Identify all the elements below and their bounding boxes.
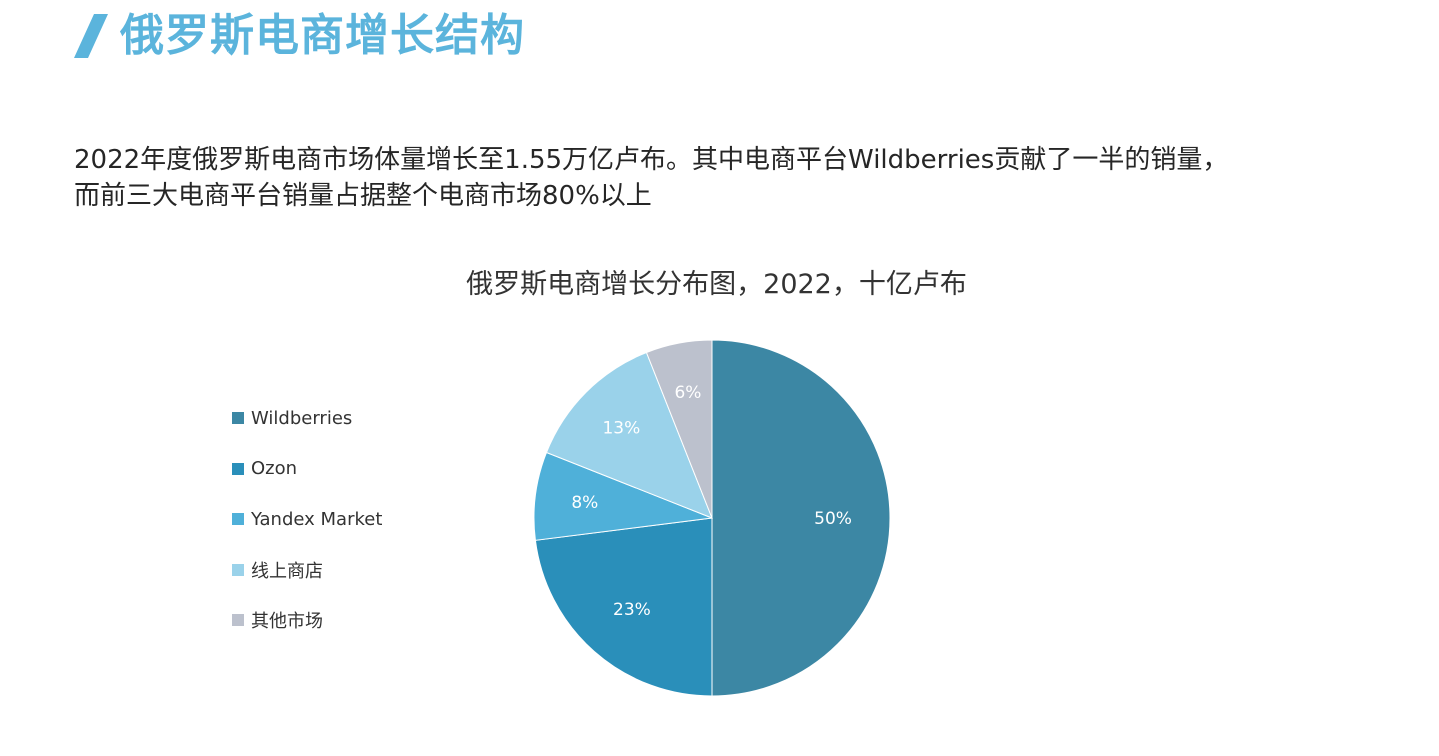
- slice-label-other-markets: 6%: [674, 383, 701, 403]
- chart-legend: Wildberries Ozon Yandex Market 线上商店 其他市场: [232, 404, 382, 657]
- slice-label-online-stores: 13%: [602, 418, 640, 438]
- chart-title: 俄罗斯电商增长分布图，2022，十亿卢布: [466, 269, 967, 300]
- chart-title-container: 俄罗斯电商增长分布图，2022，十亿卢布: [0, 262, 1439, 301]
- pie-slice-yandex-market: [533, 451, 713, 541]
- pie-chart: 50% 23% 8% 13% 6%: [533, 339, 891, 697]
- page-title: 俄罗斯电商增长结构: [120, 10, 525, 61]
- legend-label: 其他市场: [251, 611, 323, 632]
- pie-slice-online-stores: [545, 351, 713, 519]
- page-header: 俄罗斯电商增长结构: [72, 6, 525, 66]
- legend-item-online-stores: 线上商店: [232, 556, 382, 584]
- legend-item-wildberries: Wildberries: [232, 404, 382, 432]
- pie-slice-ozon: [534, 517, 713, 697]
- intro-line-2: 而前三大电商平台销量占据整个电商市场80%以上: [74, 181, 652, 211]
- intro-text: 2022年度俄罗斯电商市场体量增长至1.55万亿卢布。其中电商平台Wildber…: [74, 142, 1374, 214]
- legend-swatch: [232, 462, 244, 475]
- pie-slice-other-markets: [645, 339, 713, 519]
- legend-swatch: [232, 513, 244, 525]
- legend-item-yandex-market: Yandex Market: [232, 505, 382, 533]
- legend-label: Ozon: [251, 458, 298, 479]
- legend-label: Yandex Market: [251, 508, 383, 530]
- title-slash-icon: [74, 14, 108, 58]
- legend-label: 线上商店: [251, 560, 323, 582]
- intro-line-1: 2022年度俄罗斯电商市场体量增长至1.55万亿卢布。其中电商平台Wildber…: [74, 145, 1229, 175]
- slice-label-ozon: 23%: [613, 600, 651, 620]
- legend-item-ozon: Ozon: [232, 455, 382, 483]
- legend-label: Wildberries: [251, 407, 353, 429]
- legend-item-other-markets: 其他市场: [232, 606, 382, 634]
- pie-slice-wildberries: [711, 339, 891, 697]
- slice-label-yandex-market: 8%: [571, 493, 598, 513]
- slice-label-wildberries: 50%: [814, 509, 852, 529]
- legend-swatch: [232, 412, 244, 424]
- legend-swatch: [232, 614, 244, 626]
- legend-swatch: [232, 563, 244, 576]
